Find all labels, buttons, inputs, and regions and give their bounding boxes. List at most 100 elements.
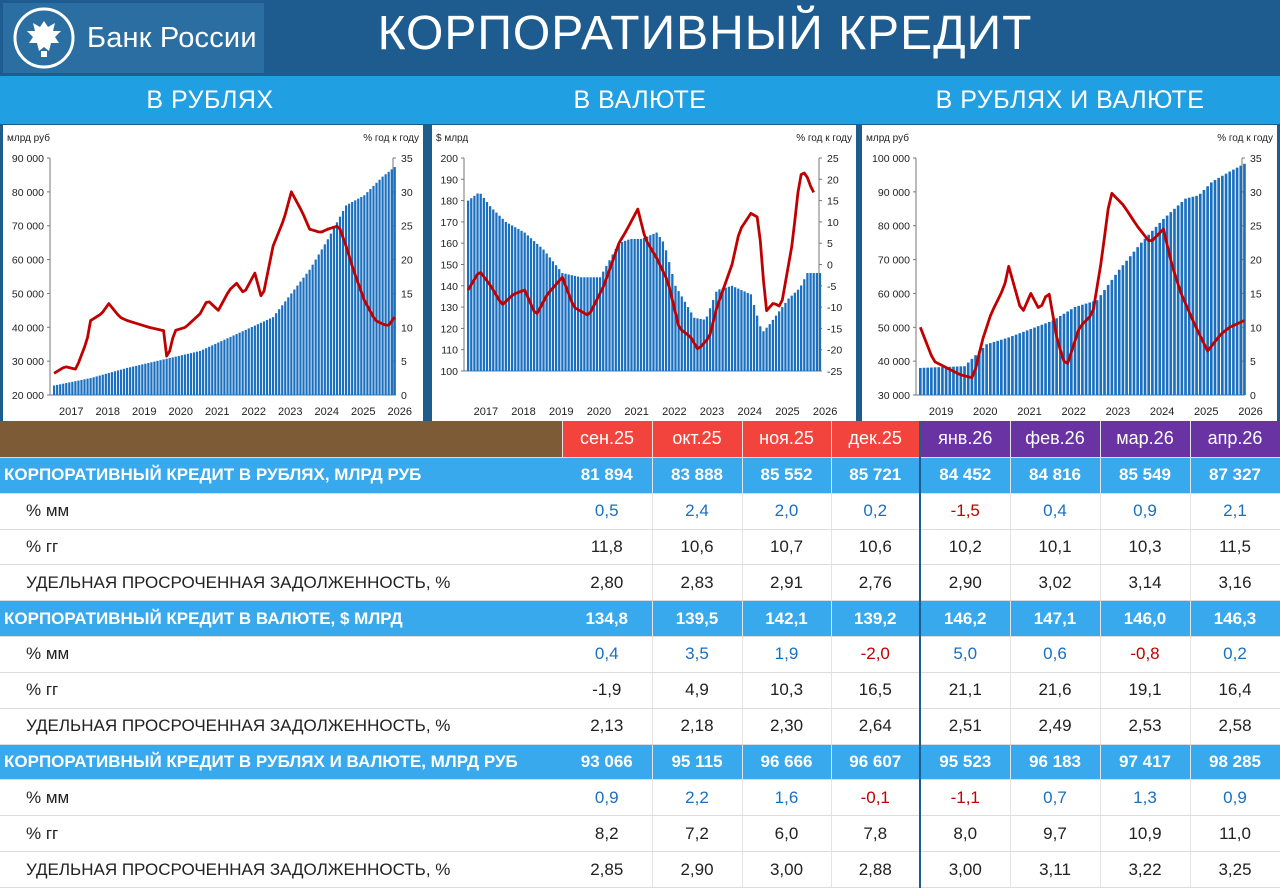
bar xyxy=(1011,336,1014,395)
table-cell: 2,91 xyxy=(742,564,832,602)
bar xyxy=(545,253,548,371)
row-label: УДЕЛЬНАЯ ПРОСРОЧЕННАЯ ЗАДОЛЖЕННОСТЬ, % xyxy=(0,851,562,888)
bar xyxy=(1136,247,1139,395)
bar xyxy=(586,277,589,371)
bar xyxy=(1055,318,1058,395)
x-tick-label: 2021 xyxy=(624,406,648,418)
bar xyxy=(712,300,715,371)
x-tick-label: 2019 xyxy=(549,406,573,418)
left-tick-label: 70 000 xyxy=(878,255,910,267)
right-tick-label: -15 xyxy=(827,323,842,335)
bar xyxy=(781,307,784,371)
bar xyxy=(77,380,80,395)
bar xyxy=(774,315,778,371)
bar xyxy=(974,355,977,395)
bar xyxy=(235,334,238,395)
table-cell: 2,18 xyxy=(652,708,743,745)
bar xyxy=(988,343,992,395)
bar xyxy=(561,273,564,371)
bar xyxy=(746,292,749,371)
column-header: сен.25 xyxy=(562,421,653,458)
bar xyxy=(177,355,180,395)
table-cell: 2,58 xyxy=(1190,708,1280,745)
bar xyxy=(372,185,375,395)
bar xyxy=(718,289,721,371)
bar xyxy=(156,360,159,395)
bar xyxy=(332,227,336,395)
table-cell: -2,0 xyxy=(831,636,921,673)
bar xyxy=(510,225,514,371)
table-cell: 81 894 xyxy=(562,457,653,494)
bar xyxy=(930,367,933,395)
right-tick-label: 35 xyxy=(1250,153,1262,165)
right-tick-label: -5 xyxy=(827,281,836,293)
bar xyxy=(981,347,985,395)
bar xyxy=(308,269,311,395)
row-label: % мм xyxy=(0,636,562,673)
bar xyxy=(278,309,281,395)
bar xyxy=(730,285,734,371)
bar xyxy=(633,238,636,371)
page-title: КОРПОРАТИВНЫЙ КРЕДИТ xyxy=(377,7,1033,60)
bar xyxy=(696,318,699,371)
bar xyxy=(351,202,354,395)
bar xyxy=(214,343,217,395)
bar xyxy=(759,326,762,371)
table-row: % гг 11,8 10,6 10,7 10,6 10,2 10,1 10,3 11,5 xyxy=(0,529,1280,566)
bar xyxy=(803,279,806,371)
row-label: % мм xyxy=(0,493,562,530)
bar xyxy=(1036,326,1040,395)
table-cell: -1,9 xyxy=(562,672,653,709)
bar xyxy=(1209,182,1213,395)
bar xyxy=(53,385,56,395)
bar xyxy=(955,366,959,395)
table-cell: 2,13 xyxy=(562,708,653,745)
bar xyxy=(211,345,214,395)
bar xyxy=(996,340,999,395)
bar xyxy=(1184,198,1187,395)
bar xyxy=(1143,238,1147,395)
table-corner xyxy=(0,421,563,458)
bar xyxy=(1007,337,1011,395)
line-series xyxy=(919,191,1246,380)
bar xyxy=(1165,215,1169,395)
bar xyxy=(384,174,387,395)
bar xyxy=(208,346,211,395)
bar xyxy=(80,379,83,395)
table-cell: 134,8 xyxy=(562,600,653,638)
right-tick-label: 10 xyxy=(1250,322,1262,334)
bar xyxy=(250,327,253,395)
bar xyxy=(1040,324,1044,395)
bar xyxy=(293,289,296,395)
table-row: % мм 0,4 3,5 1,9 -2,0 5,0 0,6 -0,8 0,2 xyxy=(0,636,1280,673)
x-tick-label: 2020 xyxy=(169,406,193,418)
bar xyxy=(922,367,926,395)
table-cell: 146,0 xyxy=(1100,600,1191,638)
x-tick-label: 2017 xyxy=(474,406,498,418)
bar xyxy=(113,371,117,395)
bar xyxy=(1029,328,1033,395)
left-tick-label: 110 xyxy=(441,345,458,357)
table-cell: -0,1 xyxy=(831,779,921,817)
bar xyxy=(1128,256,1132,395)
table-cell: 93 066 xyxy=(562,744,653,781)
table-cell: 139,2 xyxy=(831,600,921,638)
table-cell: 7,8 xyxy=(831,815,921,853)
bar xyxy=(281,305,284,395)
bar xyxy=(652,233,655,371)
bar xyxy=(199,350,202,395)
table-cell: 11,8 xyxy=(562,529,653,566)
bar xyxy=(71,381,74,395)
bar xyxy=(101,374,104,395)
right-tick-label: -10 xyxy=(827,302,842,314)
bank-name: Банк России xyxy=(87,21,257,54)
bar xyxy=(614,248,617,371)
bar xyxy=(778,311,781,371)
table-cell: 16,4 xyxy=(1190,672,1280,709)
bar xyxy=(369,189,372,395)
right-tick-label: -20 xyxy=(827,345,842,357)
bar xyxy=(150,362,153,395)
bar xyxy=(65,383,68,395)
right-axis-title: % год к году xyxy=(796,133,852,144)
bar xyxy=(495,212,498,371)
